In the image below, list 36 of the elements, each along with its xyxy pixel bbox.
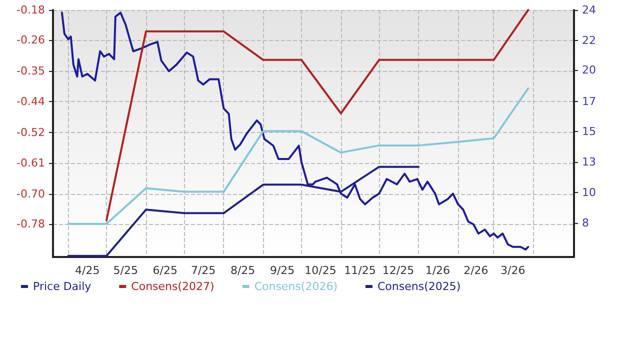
- y-tick-label: -0.61: [16, 156, 45, 170]
- legend-label: Consens(2026): [254, 280, 338, 293]
- y-tick-label: -0.70: [16, 187, 45, 200]
- x-tick-label: 5/25: [113, 264, 138, 277]
- line-series: [106, 9, 530, 222]
- y2-tick-label: 24: [582, 4, 596, 16]
- x-tick-label: 6/25: [152, 264, 178, 277]
- x-tick-label: 2/26: [464, 264, 488, 277]
- x-tick-label: 1/26: [425, 264, 450, 277]
- x-tick-label: 7/25: [190, 264, 216, 277]
- y-tick-label: -0.18: [16, 4, 45, 16]
- x-tick-label: 11/25: [344, 264, 376, 277]
- x-tick-label: 4/25: [75, 264, 100, 277]
- y2-tick-label: 10: [582, 186, 596, 199]
- line-series: [60, 12, 530, 251]
- y2-tick-label: 8: [582, 216, 589, 230]
- line-series: [67, 87, 530, 225]
- y2-tick-label: 17: [582, 94, 596, 108]
- x-tick-label: 8/25: [230, 264, 256, 277]
- x-tick-label: 12/25: [382, 264, 414, 277]
- y-tick-label: -0.78: [16, 217, 45, 230]
- legend-label: Consens(2025): [377, 280, 461, 293]
- legend-label: Consens(2027): [131, 280, 214, 293]
- x-tick-label: 9/25: [270, 264, 295, 277]
- x-tick-label: 10/25: [304, 264, 336, 277]
- y2-tick-label: 15: [582, 125, 596, 138]
- y-tick-label: -0.52: [16, 126, 45, 139]
- line-series: [67, 166, 420, 257]
- y-tick-label: -0.44: [16, 95, 45, 108]
- y2-tick-label: 20: [582, 63, 596, 76]
- y2-tick-label: 13: [582, 156, 596, 169]
- y2-tick-label: 22: [582, 34, 596, 47]
- y-tick-label: -0.26: [16, 33, 45, 46]
- y-tick-label: -0.35: [16, 64, 45, 78]
- legend-label: Price Daily: [33, 280, 92, 293]
- x-tick-label: 3/26: [500, 264, 526, 277]
